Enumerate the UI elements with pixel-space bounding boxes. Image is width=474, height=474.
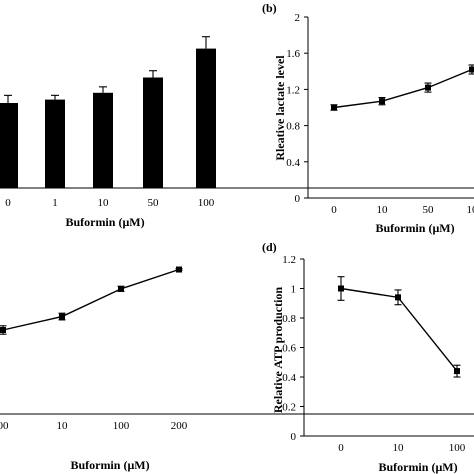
- x-axis-label: Buformin (μM): [70, 458, 149, 472]
- x-axis-label: Buformin (μM): [378, 460, 457, 474]
- x-tick-label: 10: [393, 442, 405, 454]
- y-tick-label: 0.8: [286, 121, 300, 133]
- chart-d: 0 0.2 0.4 0.6 0.8 1 1.2 0 10 100 Buformin (μM) Rela…: [262, 240, 474, 474]
- y-tick-label: 1.2: [286, 84, 300, 96]
- chart-b: 0 0.4 0.8 1.2 1.6 2 0 10 50 10 Buformin (μM) Rleati…: [262, 1, 474, 235]
- y-tick-label: 0.6: [282, 343, 296, 355]
- bar: [93, 92, 113, 188]
- x-tick-label: 10: [98, 197, 110, 209]
- data-point: [59, 313, 65, 320]
- x-tick-label: 0: [331, 204, 337, 216]
- x-tick-label: 1: [52, 197, 58, 209]
- x-tick-label: 10: [467, 204, 474, 216]
- series-line: [2, 268, 180, 331]
- data-point: [176, 266, 182, 273]
- series-line: [340, 287, 458, 372]
- x-tick-label: 50: [148, 197, 160, 209]
- bar: [45, 99, 65, 188]
- y-tick-label: 0.4: [282, 372, 296, 384]
- data-point: [331, 104, 337, 111]
- y-axis-label: Rleative lactate level: [273, 55, 287, 161]
- x-tick-label: 100: [113, 420, 130, 432]
- y-tick-label: 0: [291, 431, 297, 443]
- data-point: [469, 66, 474, 73]
- x-tick-label: 200: [171, 420, 188, 432]
- x-tick-label: 10: [377, 204, 389, 216]
- x-tick-label: 0: [5, 197, 11, 209]
- bar: [196, 48, 216, 188]
- y-axis-label: Relative ATP production: [271, 287, 285, 414]
- y-tick-label: 2: [295, 12, 301, 24]
- panel-label: (d): [262, 240, 277, 254]
- x-tick-label: 100: [449, 442, 466, 454]
- y-tick-label: 0.2: [282, 402, 296, 414]
- y-tick-label: 1.6: [286, 48, 300, 60]
- x-axis-label: Buformin (μM): [375, 221, 454, 235]
- y-tick-label: 1.2: [282, 254, 296, 266]
- x-axis-label: Buformin (μM): [65, 215, 144, 229]
- series-line: [333, 68, 473, 109]
- y-tick-label: 1: [291, 284, 297, 296]
- x-tick-label: 50: [423, 204, 435, 216]
- data-point: [0, 327, 6, 333]
- bar: [143, 77, 163, 188]
- data-point: [379, 98, 385, 105]
- x-tick-label: 00: [0, 420, 9, 432]
- data-point: [454, 368, 460, 375]
- y-tick-label: 0.8: [282, 313, 296, 325]
- bar: [0, 103, 18, 188]
- data-point: [118, 285, 124, 292]
- data-point: [395, 294, 401, 301]
- data-point: [425, 84, 431, 91]
- data-point: [338, 285, 344, 292]
- x-tick-label: 0: [338, 442, 344, 454]
- x-tick-label: 10: [57, 420, 69, 432]
- y-tick-label: 0: [295, 193, 301, 205]
- x-tick-label: 100: [198, 197, 215, 209]
- y-tick-label: 0.4: [286, 157, 300, 169]
- panel-label: (b): [262, 1, 277, 15]
